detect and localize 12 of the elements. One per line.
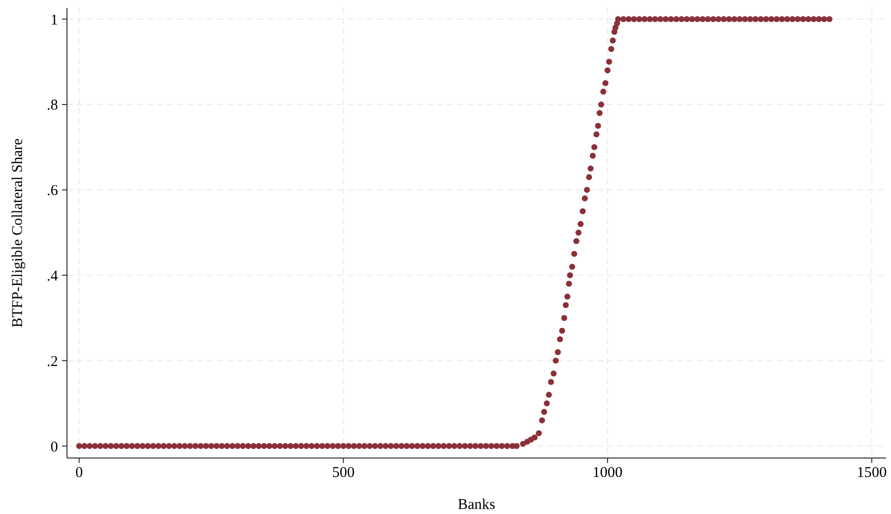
y-tick-label: .4 bbox=[46, 268, 58, 285]
y-tick-label: 1 bbox=[50, 12, 58, 28]
y-tick-label: .2 bbox=[46, 354, 58, 370]
y-tick-label: .8 bbox=[46, 98, 58, 114]
x-tick-label: 1000 bbox=[592, 465, 623, 481]
x-tick-label: 1500 bbox=[856, 465, 887, 481]
y-tick-label: .6 bbox=[46, 183, 58, 200]
x-tick-label: 500 bbox=[332, 465, 355, 481]
x-tick-label: 0 bbox=[75, 465, 83, 481]
y-axis-title: BTFP-Eligible Collateral Share bbox=[10, 138, 26, 328]
y-tick-label: 0 bbox=[50, 439, 58, 456]
x-axis-title: Banks bbox=[458, 497, 496, 513]
